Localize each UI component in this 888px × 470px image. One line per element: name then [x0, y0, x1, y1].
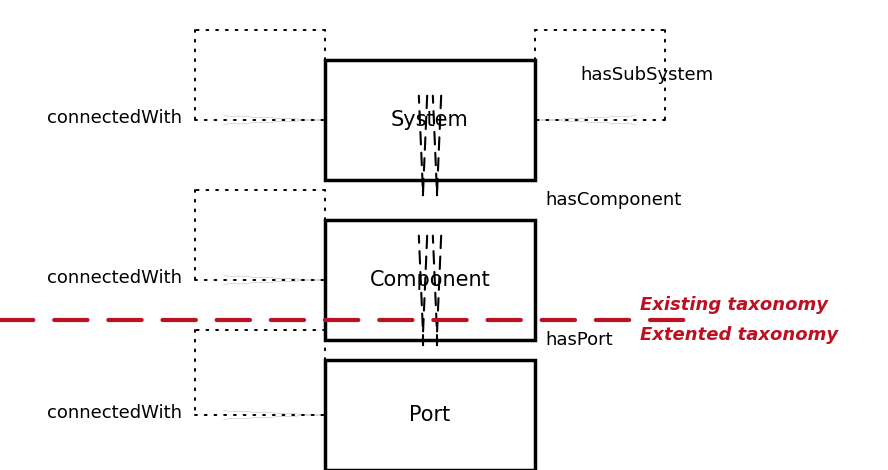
- Bar: [325, 60, 535, 180]
- Text: hasPort: hasPort: [545, 331, 613, 349]
- Bar: [325, 220, 535, 340]
- Text: hasSubSystem: hasSubSystem: [580, 66, 713, 84]
- Text: connectedWith: connectedWith: [47, 109, 183, 127]
- Text: Port: Port: [409, 405, 450, 425]
- Bar: [325, 360, 535, 470]
- Text: System: System: [391, 110, 469, 130]
- Text: connectedWith: connectedWith: [47, 404, 183, 422]
- Text: Existing taxonomy: Existing taxonomy: [640, 296, 828, 314]
- Text: Extented taxonomy: Extented taxonomy: [640, 326, 838, 344]
- Text: connectedWith: connectedWith: [47, 269, 183, 287]
- Text: hasComponent: hasComponent: [545, 191, 681, 209]
- Text: Component: Component: [369, 270, 490, 290]
